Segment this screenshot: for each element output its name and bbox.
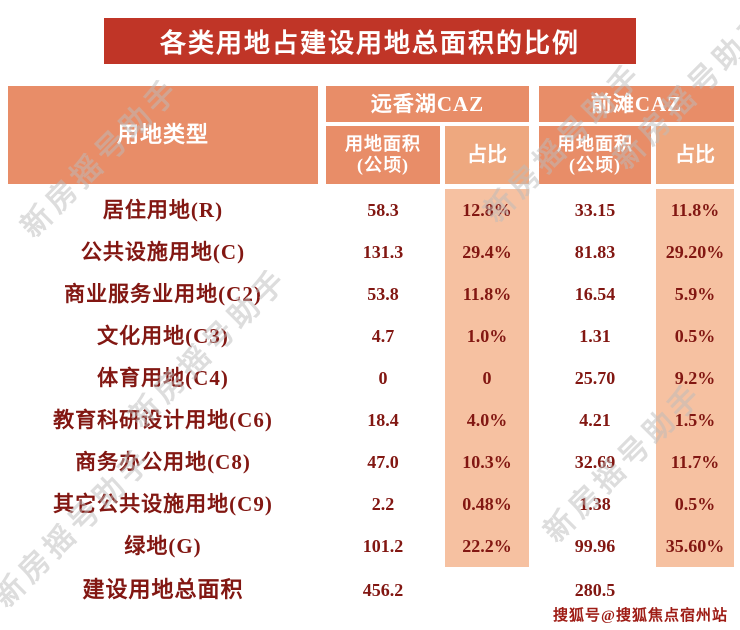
row-label: 体育用地(C4) (97, 365, 229, 390)
group-header-yuanxianghu-caz: 远香湖CAZ (326, 86, 529, 122)
ratio-value-qt: 11.8% (656, 189, 734, 231)
row-label: 居住用地(R) (102, 197, 224, 222)
ratio-value-yxh: 0 (445, 357, 529, 399)
ratio-value-yxh: 22.2% (445, 525, 529, 567)
subheader-ratio-qiantan: 占比 (656, 126, 734, 184)
row-label: 教育科研设计用地(C6) (53, 407, 273, 432)
area-value-qt: 99.96 (574, 535, 616, 556)
row-label: 公共设施用地(C) (80, 239, 246, 264)
area-value-qt: 1.31 (579, 325, 611, 346)
ratio-value-yxh: 10.3% (445, 441, 529, 483)
area-value-yxh: 53.8 (367, 283, 399, 304)
area-value-yxh: 58.3 (367, 199, 399, 220)
subheader-area-line2: (公顷) (569, 155, 621, 175)
ratio-value-yxh: 1.0% (445, 315, 529, 357)
area-value-yxh: 47.0 (367, 451, 399, 472)
row-label: 绿地(G) (124, 533, 202, 558)
area-value-qt: 32.69 (574, 451, 616, 472)
subheader-area-line1: 用地面积 (345, 134, 421, 155)
area-value-yxh: 131.3 (362, 241, 404, 262)
ratio-value-yxh: 0.48% (445, 483, 529, 525)
row-label: 商务办公用地(C8) (75, 449, 251, 474)
ratio-value-yxh: 29.4% (445, 231, 529, 273)
row-label: 商业服务业用地(C2) (64, 281, 262, 306)
area-value-yxh: 18.4 (367, 409, 399, 430)
ratio-value-yxh: 4.0% (445, 399, 529, 441)
ratio-value-qt: 29.20% (656, 231, 734, 273)
area-value-yxh: 101.2 (362, 535, 404, 556)
ratio-value-qt: 0.5% (656, 315, 734, 357)
subheader-ratio-yuanxianghu: 占比 (445, 126, 529, 184)
total-area-qt: 280.5 (574, 579, 616, 600)
title-bar: 各类用地占建设用地总面积的比例 (104, 18, 636, 64)
ratio-value-yxh: 12.8% (445, 189, 529, 231)
ratio-value-qt: 1.5% (656, 399, 734, 441)
area-value-qt: 81.83 (574, 241, 616, 262)
subheader-area-line2: (公顷) (357, 155, 409, 175)
total-area-yxh: 456.2 (362, 579, 404, 600)
area-value-qt: 25.70 (574, 367, 616, 388)
group-header-qiantan-caz: 前滩CAZ (539, 86, 734, 122)
page-title: 各类用地占建设用地总面积的比例 (159, 28, 580, 58)
ratio-value-qt: 0.5% (656, 483, 734, 525)
area-value-qt: 33.15 (574, 199, 616, 220)
footer-credit: 搜狐号@搜狐焦点宿州站 (553, 608, 728, 624)
area-value-qt: 1.38 (579, 493, 611, 514)
ratio-value-yxh: 11.8% (445, 273, 529, 315)
ratio-value-qt: 11.7% (656, 441, 734, 483)
area-value-qt: 16.54 (574, 283, 616, 304)
land-use-table: 用地类型 远香湖CAZ 前滩CAZ 用地面积 (公顷) 占比 用地面积 (公顷)… (8, 86, 734, 613)
subheader-area-line1: 用地面积 (557, 134, 633, 155)
total-row-label: 建设用地总面积 (82, 577, 244, 603)
row-label: 其它公共设施用地(C9) (53, 491, 273, 516)
area-value-yxh: 2.2 (371, 493, 395, 514)
ratio-value-qt: 9.2% (656, 357, 734, 399)
ratio-value-qt: 5.9% (656, 273, 734, 315)
subheader-area-yuanxianghu: 用地面积 (公顷) (326, 126, 440, 184)
ratio-value-qt: 35.60% (656, 525, 734, 567)
area-value-yxh: 0 (378, 367, 388, 388)
area-value-yxh: 4.7 (371, 325, 395, 346)
area-value-qt: 4.21 (579, 409, 611, 430)
row-label: 文化用地(C3) (97, 323, 229, 348)
subheader-area-qiantan: 用地面积 (公顷) (539, 126, 651, 184)
corner-header-land-type: 用地类型 (8, 86, 318, 184)
